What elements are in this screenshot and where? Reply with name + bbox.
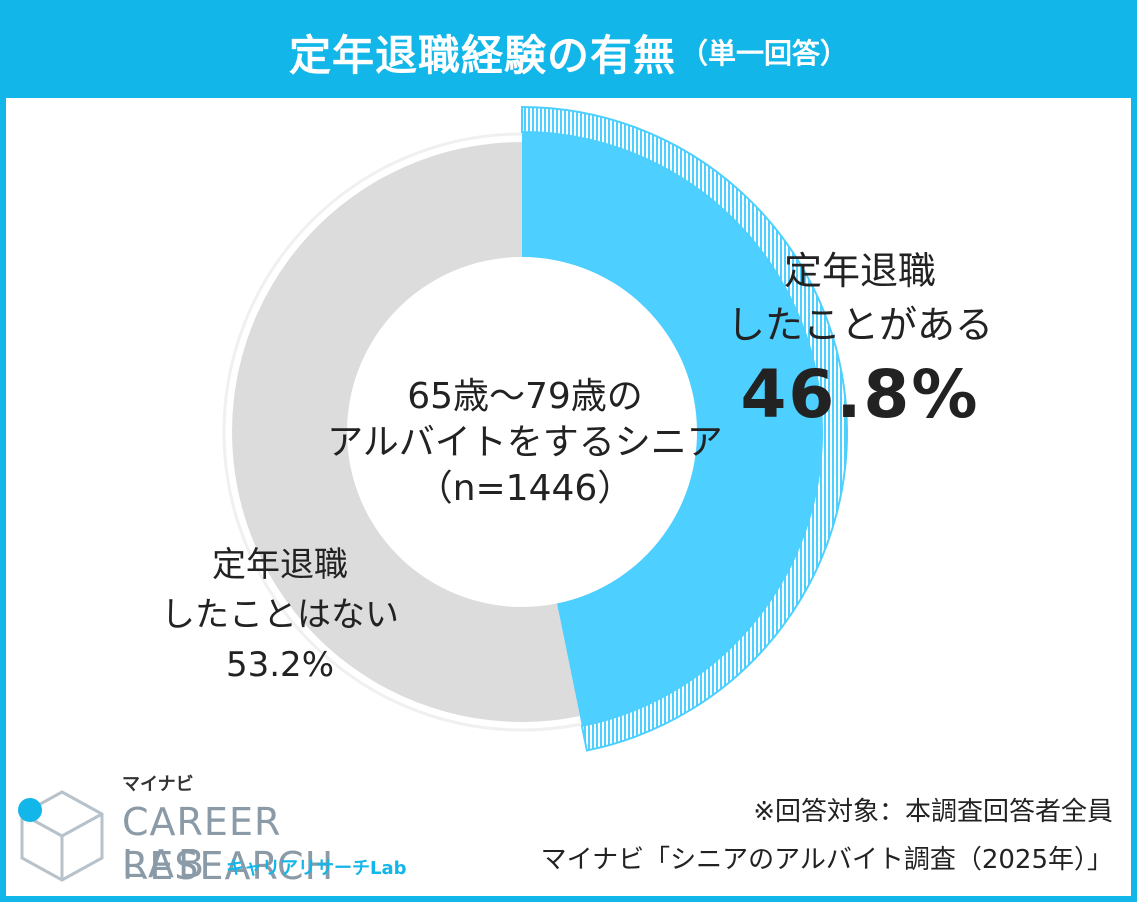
footnote: ※回答対象：本調査回答者全員 マイナビ「シニアのアルバイト調査（2025年）」 — [541, 788, 1113, 884]
logo-name-line2: LAB — [122, 842, 209, 886]
chart-subtitle: （単一回答） — [680, 37, 849, 70]
center-label-line2: アルバイトをするシニア — [327, 422, 723, 463]
center-label-line3: （n=1446） — [416, 468, 634, 509]
donut-slice-0-extrusion — [521, 105, 848, 752]
slice-label-retired-line2: したことがある — [726, 303, 993, 347]
donut-slice-1 — [231, 142, 580, 722]
slice-label-retired-line1: 定年退職 — [783, 249, 936, 293]
logo-name-line1: CAREER RESEARCH — [122, 800, 335, 888]
slice-label-not-retired-line1: 定年退職 — [212, 545, 348, 585]
center-label: 65歳～79歳の アルバイトをするシニア （n=1446） — [300, 374, 750, 512]
slice-value-retired: 46.8% — [740, 356, 980, 433]
donut-slice-0 — [522, 132, 822, 726]
slice-label-retired: 定年退職 したことがある 46.8% — [690, 244, 1030, 438]
slice-value-not-retired: 53.2% — [225, 645, 334, 685]
footnote-respondents: ※回答対象：本調査回答者全員 — [753, 797, 1113, 827]
chart-title: 定年退職経験の有無 — [288, 30, 676, 80]
center-label-line1: 65歳～79歳の — [407, 376, 643, 417]
logo-brand: マイナビ — [122, 774, 194, 795]
logo-tagline: キャリアリサーチLab — [226, 858, 407, 879]
slice-label-not-retired: 定年退職 したことはない 53.2% — [160, 540, 400, 690]
slice-label-not-retired-line2: したことはない — [161, 595, 399, 635]
logo-cube-icon — [18, 790, 104, 882]
title-bar: 定年退職経験の有無 （単一回答） — [6, 6, 1131, 98]
logo: マイナビ CAREER RESEARCH LAB キャリアリサーチLab — [6, 770, 486, 888]
footnote-source: マイナビ「シニアのアルバイト調査（2025年）」 — [540, 845, 1113, 875]
